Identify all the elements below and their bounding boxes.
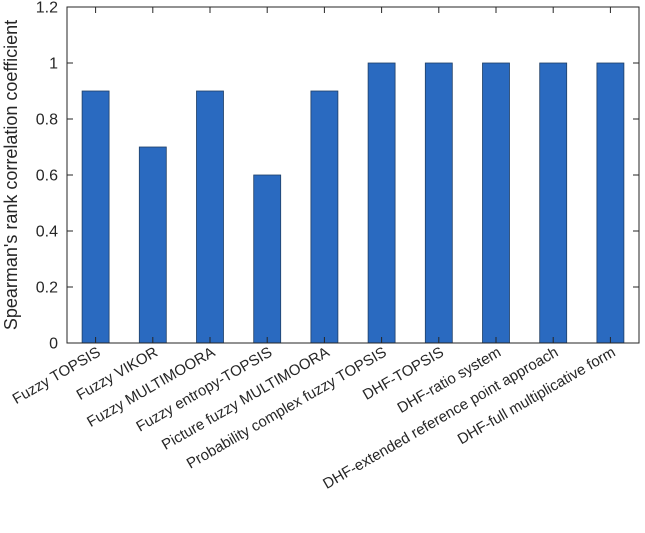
y-tick-label: 0.2 [36, 280, 58, 297]
bars-group [81, 62, 625, 344]
y-tick-label: 0.4 [36, 224, 58, 241]
bar [539, 62, 568, 344]
bar [81, 90, 110, 344]
y-tick-label: 0.8 [36, 112, 58, 129]
bar [310, 90, 339, 344]
bar [424, 62, 453, 344]
y-tick-label: 1 [49, 56, 58, 73]
y-tick-label: 0.6 [36, 168, 58, 185]
bar [196, 90, 224, 344]
y-tick-label: 1.2 [36, 0, 58, 17]
y-tick-label: 0 [49, 336, 58, 353]
bar [253, 174, 282, 344]
bar [367, 62, 396, 344]
y-ticks-group: 0 0.2 0.4 0.6 0.8 1 1.2 [36, 0, 639, 353]
bar [138, 146, 167, 344]
bar [596, 62, 625, 344]
bar [482, 62, 510, 344]
y-axis-label: Spearman's rank correlation coefficient [1, 20, 21, 330]
